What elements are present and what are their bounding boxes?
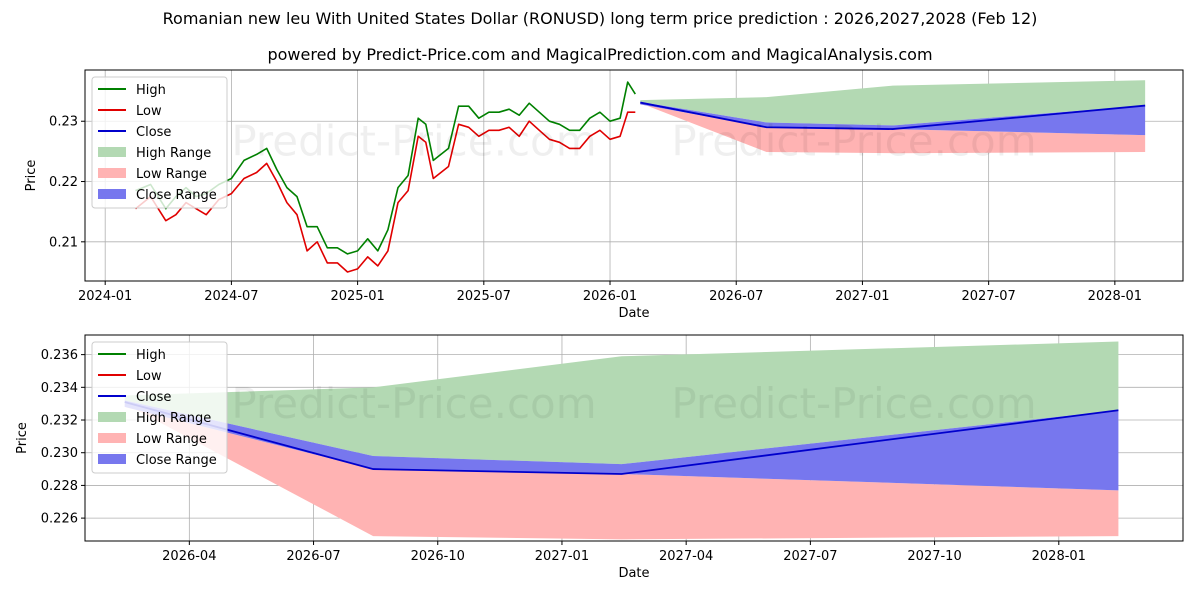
legend-label: Low [136,369,162,384]
legend-label: High [136,348,166,363]
legend-label: Close Range [136,453,217,468]
legend-label: High [136,83,166,98]
watermark-text: Predict-Price.com [671,379,1036,428]
high-range-area [124,341,1119,465]
high-series-line [135,81,636,255]
high-range-area [640,80,1146,126]
x-tick-label: 2026-07 [709,289,763,304]
legend-swatch-patch [98,168,126,178]
legend-label: Close Range [136,188,217,203]
chart-title: Romanian new leu With United States Doll… [162,9,1038,28]
x-tick-label: 2024-01 [78,289,132,304]
plot-frame [84,69,1184,282]
x-tick-label: 2027-04 [659,549,713,564]
y-tick-label: 0.21 [49,235,78,250]
x-tick-label: 2028-01 [1088,289,1142,304]
x-tick-label: 2026-04 [162,549,216,564]
legend-label: Low Range [136,432,207,447]
x-tick-label: 2027-10 [907,549,961,564]
x-tick-label: 2024-07 [204,289,258,304]
x-tick-label: 2026-01 [583,289,637,304]
chart-subtitle: powered by Predict-Price.com and Magical… [267,45,933,64]
y-tick-label: 0.230 [41,446,78,461]
x-tick-label: 2028-01 [1032,549,1086,564]
low-range-area [124,403,1119,540]
y-tick-label: 0.236 [41,348,78,363]
x-axis-label: Date [618,306,649,321]
close-series-line [124,401,1119,475]
y-tick-label: 0.23 [49,115,78,130]
x-tick-label: 2026-10 [411,549,465,564]
y-tick-label: 0.234 [41,381,78,396]
legend-label: High Range [136,411,211,426]
legend-label: Close [136,390,171,405]
x-tick-label: 2025-07 [457,289,511,304]
x-tick-label: 2027-01 [535,549,589,564]
y-tick-label: 0.232 [41,414,78,429]
low-range-area [640,103,1146,154]
plot-area [124,341,1119,540]
x-tick-label: 2026-07 [286,549,340,564]
close-series-line [640,101,1146,130]
legend-label: Low Range [136,167,207,182]
legend: High Low Close High Range Low Range Close Ran… [91,341,228,474]
low-series-line [134,111,636,273]
legend-swatch-patch [98,189,126,199]
legend-label: Low [136,104,162,119]
chart-top: Predict-Price.com Predict-Price.com 2024-0… [24,69,1184,321]
x-tick-label: 2027-01 [835,289,889,304]
x-tick-label: 2025-01 [330,289,384,304]
legend: High Low Close High Range Low Range Close Ran… [91,76,228,209]
legend-label: High Range [136,146,211,161]
x-axis-label: Date [618,566,649,581]
x-tick-label: 2027-07 [783,549,837,564]
y-tick-label: 0.228 [41,479,78,494]
watermark-text: Predict-Price.com [231,117,596,166]
watermark-text: Predict-Price.com [671,117,1036,166]
y-axis-label: Price [15,422,30,454]
y-axis-label: Price [24,160,39,192]
chart-bottom: Predict-Price.com Predict-Price.com 2026-0… [15,334,1184,581]
close-range-area [124,400,1119,491]
legend-label: Close [136,125,171,140]
legend-swatch-patch [98,433,126,443]
legend-swatch-patch [98,147,126,157]
plot-area [134,80,1146,273]
y-tick-label: 0.226 [41,512,78,527]
legend-swatch-patch [98,454,126,464]
y-tick-label: 0.22 [49,175,78,190]
watermark-text: Predict-Price.com [231,379,596,428]
plot-frame [84,334,1184,542]
legend-swatch-patch [98,412,126,422]
x-tick-label: 2027-07 [961,289,1015,304]
